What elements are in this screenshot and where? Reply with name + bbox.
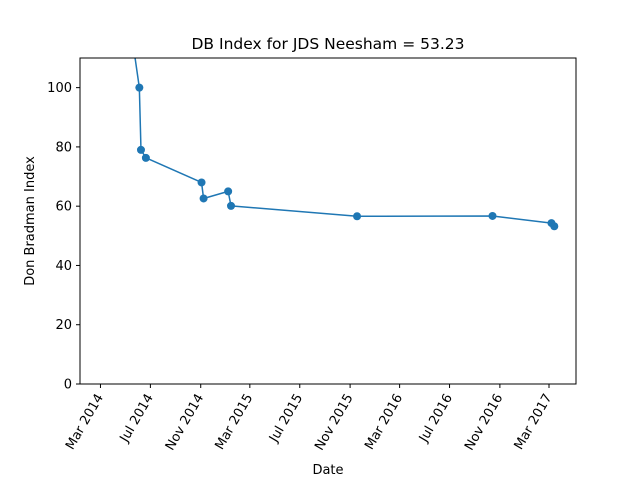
data-point <box>141 153 150 162</box>
data-point <box>197 178 206 187</box>
data-point <box>488 211 497 220</box>
data-point <box>135 83 144 92</box>
y-tick-label: 20 <box>55 318 72 333</box>
data-point <box>224 187 233 196</box>
y-tick-label: 100 <box>47 81 72 96</box>
series-line <box>134 58 555 227</box>
x-axis-title: Date <box>312 463 343 478</box>
data-point <box>199 194 208 203</box>
data-point <box>227 201 236 210</box>
chart-title: DB Index for JDS Neesham = 53.23 <box>192 35 465 53</box>
y-tick-label: 0 <box>64 378 72 393</box>
data-point <box>550 222 559 231</box>
data-point <box>136 145 145 154</box>
y-axis-title: Don Bradman Index <box>23 156 38 286</box>
y-tick-label: 60 <box>55 200 72 215</box>
plot-frame <box>79 57 577 385</box>
y-axis: 0 20 40 60 80 100 <box>47 81 80 393</box>
data-point <box>353 212 362 221</box>
plot-area <box>134 58 559 231</box>
y-tick-label: 80 <box>55 140 72 155</box>
y-tick-label: 40 <box>55 259 72 274</box>
